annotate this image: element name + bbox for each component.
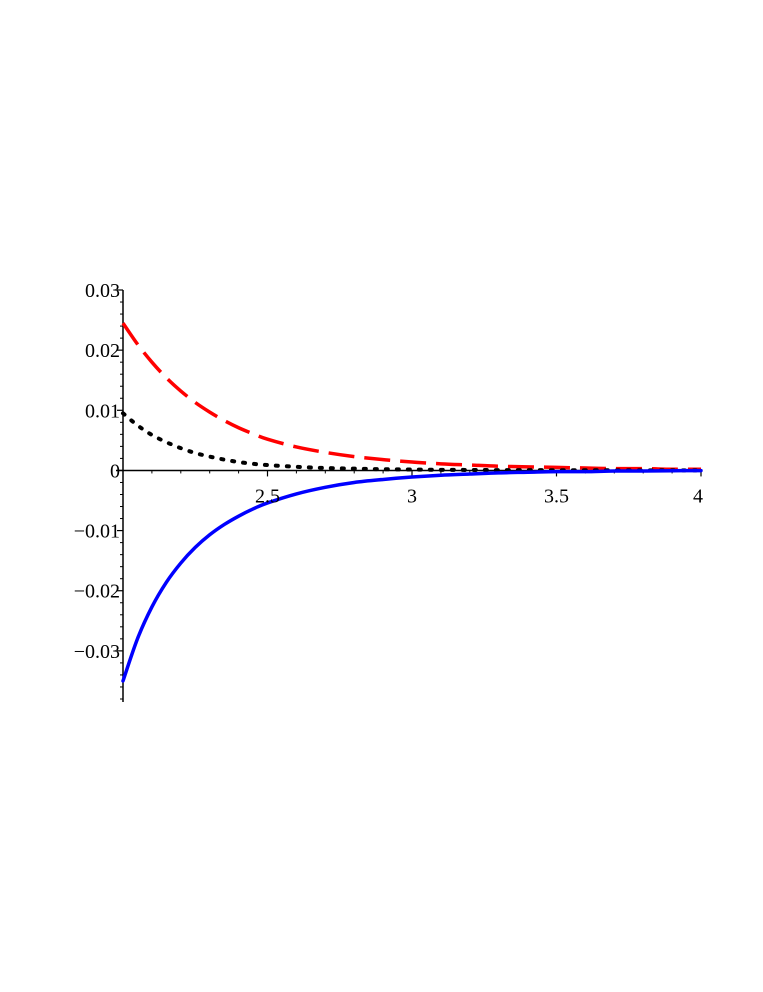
x-tick-label: 2.5 xyxy=(255,485,280,507)
y-tick-label: 0.02 xyxy=(85,340,120,362)
y-tick-label: −0.02 xyxy=(74,581,120,603)
series-layer xyxy=(121,322,703,683)
x-tick-label: 3 xyxy=(407,485,417,507)
x-tick-label: 4 xyxy=(693,485,703,507)
series-line-solid xyxy=(121,468,703,683)
tick-labels-layer: 0.03 0.02 0.01 0 −0.01 −0.02 −0.03 2.5 3 3.5 4 xyxy=(74,280,703,663)
y-tick-label: 0 xyxy=(110,460,120,482)
y-tick-label: 0.03 xyxy=(85,280,120,302)
series-line-dashed xyxy=(121,322,702,472)
x-tick-label: 3.5 xyxy=(544,485,569,507)
y-tick-label: 0.01 xyxy=(85,400,120,422)
y-tick-label: −0.01 xyxy=(74,521,120,543)
y-tick-label: −0.03 xyxy=(74,641,120,663)
